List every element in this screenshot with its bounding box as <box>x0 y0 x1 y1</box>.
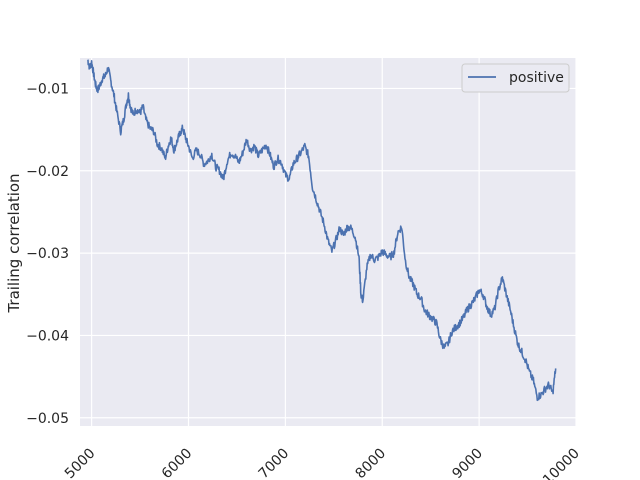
y-tick-label: −0.03 <box>26 246 69 262</box>
y-tick-label: −0.01 <box>26 81 69 97</box>
x-tick-label: 9000 <box>449 446 486 480</box>
series-line-positive <box>87 59 557 402</box>
legend: positive <box>461 63 570 93</box>
legend-entry-positive: positive <box>509 70 564 86</box>
x-tick-label: 7000 <box>256 446 293 480</box>
y-tick-labels: −0.01 −0.02 −0.03 −0.04 −0.05 <box>26 81 69 426</box>
x-tick-label: 10000 <box>540 446 583 480</box>
x-gridlines <box>91 58 577 426</box>
legend-box <box>461 63 570 93</box>
x-tick-label: 6000 <box>159 446 196 480</box>
y-tick-label: −0.05 <box>26 411 69 427</box>
x-tick-label: 5000 <box>62 446 99 480</box>
series-layer <box>87 59 557 402</box>
y-axis-label: Trailing correlation <box>5 173 23 313</box>
y-tick-label: −0.04 <box>26 328 69 344</box>
x-tick-label: 8000 <box>353 446 390 480</box>
x-tick-labels: 5000 6000 7000 8000 9000 10000 <box>62 446 583 480</box>
y-tick-label: −0.02 <box>26 164 69 180</box>
